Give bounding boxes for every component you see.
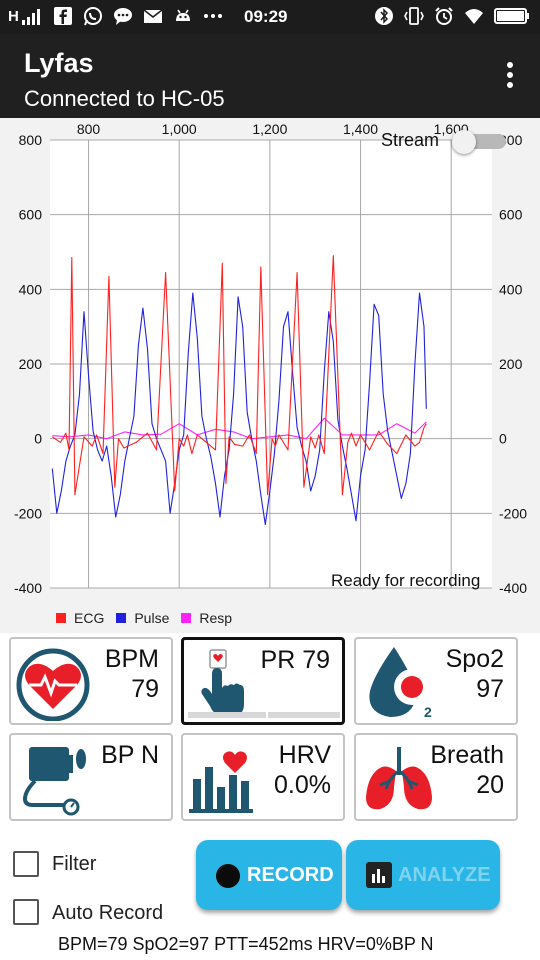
y-tick-label-left: 0 xyxy=(34,431,42,447)
tile-pr[interactable]: PR 79 xyxy=(181,637,345,725)
x-tick-label: 1,400 xyxy=(343,121,378,137)
signal-icon: H xyxy=(8,8,43,25)
y-tick-label-right: -200 xyxy=(499,505,527,521)
tile-bp[interactable]: BP N xyxy=(9,733,173,821)
tile-bpm[interactable]: BPM 79 xyxy=(9,637,173,725)
summary-line: BPM=79 SpO2=97 PTT=452ms HRV=0%BP N xyxy=(58,934,434,954)
svg-text:2: 2 xyxy=(424,704,432,720)
x-tick-label: 1,200 xyxy=(252,121,287,137)
legend-item-resp: Resp xyxy=(181,610,232,626)
tile-bp-label: BP N xyxy=(101,741,159,769)
bar-chart-icon xyxy=(366,862,392,888)
x-tick-label: 800 xyxy=(77,121,101,137)
lungs-icon xyxy=(366,747,432,810)
network-type: H xyxy=(8,7,19,25)
status-bar: H 09:29 xyxy=(0,0,540,34)
y-tick-label-left: 200 xyxy=(19,356,43,372)
y-tick-label-left: -200 xyxy=(14,505,42,521)
auto-record-checkbox[interactable] xyxy=(13,899,39,925)
y-tick-label-right: 600 xyxy=(499,207,523,223)
wifi-icon xyxy=(465,9,483,24)
bluetooth-icon xyxy=(375,7,393,25)
y-tick-label-left: 400 xyxy=(19,281,43,297)
finger-touch-icon xyxy=(188,649,266,718)
app-bar: Lyfas Connected to HC-05 xyxy=(0,34,540,118)
tile-spo2-label: Spo2 xyxy=(445,645,504,673)
signal-chart: 800 1,000 1,200 1,400 1,600 800 800 600 600 400 40… xyxy=(0,118,540,633)
tile-hrv[interactable]: HRV 0.0% xyxy=(181,733,345,821)
android-icon xyxy=(175,9,190,21)
facebook-icon xyxy=(53,7,72,25)
legend-item-pulse: Pulse xyxy=(116,610,169,626)
heart-bars-icon xyxy=(189,751,253,813)
analyze-button[interactable]: ANALYZE xyxy=(346,840,500,910)
legend-swatch-pulse xyxy=(116,613,127,623)
y-tick-label-left: 600 xyxy=(19,207,43,223)
legend-label-pulse: Pulse xyxy=(134,610,170,626)
more-icon xyxy=(203,14,222,18)
tile-spo2[interactable]: 2 Spo2 97 xyxy=(354,637,518,725)
stream-toggle-thumb xyxy=(452,130,476,154)
legend-label-ecg: ECG xyxy=(74,610,105,626)
legend-swatch-ecg xyxy=(56,613,66,623)
y-tick-label-left: 800 xyxy=(19,132,43,148)
analyze-button-label: ANALYZE xyxy=(398,864,491,886)
filter-label: Filter xyxy=(52,853,97,875)
tile-hrv-label: HRV xyxy=(278,741,331,769)
blood-pressure-cuff-icon xyxy=(22,747,86,816)
legend-item-ecg: ECG xyxy=(56,610,104,626)
connection-status: Connected to HC-05 xyxy=(24,86,225,111)
whatsapp-icon xyxy=(83,7,102,26)
tile-spo2-value: 97 xyxy=(476,675,504,703)
record-dot-icon xyxy=(216,864,240,888)
tile-breath-label: Breath xyxy=(430,741,504,769)
mail-icon xyxy=(143,9,163,23)
tile-pr-bar xyxy=(268,712,340,718)
vibrate-icon xyxy=(404,7,424,25)
clock: 09:29 xyxy=(244,7,288,26)
y-tick-label-right: 400 xyxy=(499,281,523,297)
series-line-resp xyxy=(52,417,427,440)
x-tick-label: 1,000 xyxy=(162,121,197,137)
alarm-icon xyxy=(435,7,453,25)
y-tick-label-right: -400 xyxy=(499,580,527,596)
tile-breath[interactable]: Breath 20 xyxy=(354,733,518,821)
filter-checkbox[interactable] xyxy=(13,851,39,877)
stream-label: Stream xyxy=(381,130,440,150)
heart-monitor-icon xyxy=(16,648,90,721)
record-button[interactable]: RECORD xyxy=(196,840,342,910)
series-line-ecg xyxy=(51,255,427,496)
stream-toggle[interactable] xyxy=(452,130,506,154)
oxygen-drop-icon: 2 xyxy=(369,647,432,720)
tile-hrv-value: 0.0% xyxy=(274,771,331,799)
chart-legend: ECG Pulse Resp xyxy=(56,610,244,626)
overflow-menu-icon[interactable] xyxy=(504,62,516,92)
recording-status: Ready for recording xyxy=(331,571,481,590)
tile-breath-value: 20 xyxy=(476,771,504,799)
series-line-pulse xyxy=(51,292,427,526)
app-title: Lyfas xyxy=(24,48,94,78)
record-button-label: RECORD xyxy=(247,864,334,886)
tile-bpm-value: 79 xyxy=(131,675,159,703)
battery-icon xyxy=(494,8,529,24)
status-right xyxy=(374,6,530,26)
tile-pr-label: PR 79 xyxy=(260,646,330,674)
status-left: H xyxy=(8,6,223,26)
y-tick-label-right: 200 xyxy=(499,356,523,372)
y-tick-label-right: 0 xyxy=(499,431,507,447)
chat-icon xyxy=(113,8,132,25)
legend-swatch-resp xyxy=(181,613,192,623)
y-tick-label-left: -400 xyxy=(14,580,42,596)
auto-record-label: Auto Record xyxy=(52,902,164,924)
tile-bpm-label: BPM xyxy=(104,645,159,673)
legend-label-resp: Resp xyxy=(199,610,233,626)
